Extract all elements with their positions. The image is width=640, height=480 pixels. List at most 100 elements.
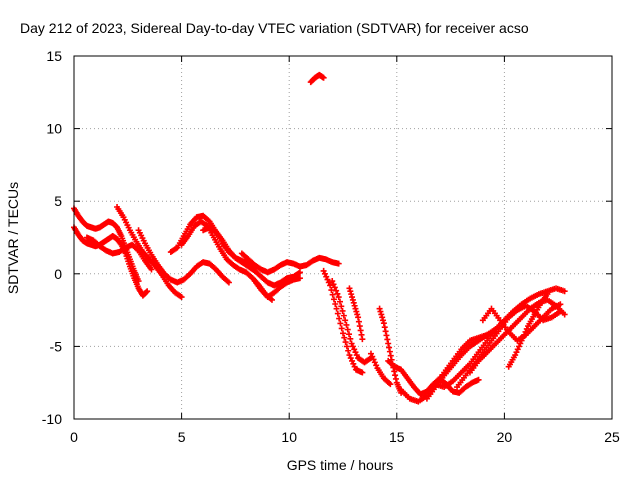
x-tick-label: 25 xyxy=(604,429,620,445)
data-point xyxy=(386,348,393,355)
data-point xyxy=(359,336,366,343)
data-point xyxy=(392,375,399,382)
data-point xyxy=(380,320,387,327)
x-tick-label: 0 xyxy=(70,429,78,445)
data-point xyxy=(332,301,339,308)
data-point xyxy=(268,296,275,303)
x-tick-label: 15 xyxy=(389,429,405,445)
data-point xyxy=(178,294,185,301)
series-track-13 xyxy=(329,278,374,366)
data-point xyxy=(351,346,358,353)
data-point xyxy=(380,317,387,324)
data-point xyxy=(386,344,393,351)
series-track-24 xyxy=(505,291,551,370)
data-point xyxy=(351,302,358,309)
y-tick-label: 10 xyxy=(46,121,62,137)
tick-labels: 0 5 10 15 20 25 -10 -5 0 5 10 15 xyxy=(42,48,620,445)
series-track-09 xyxy=(238,250,342,276)
data-point xyxy=(296,269,303,276)
data-point xyxy=(387,381,394,388)
data-point xyxy=(381,324,388,331)
series-track-12 xyxy=(320,267,366,376)
data-point xyxy=(347,355,354,362)
x-tick-label: 5 xyxy=(178,429,186,445)
data-point xyxy=(371,359,378,366)
data-point xyxy=(330,296,337,303)
data-point xyxy=(349,296,356,303)
data-point xyxy=(353,308,360,315)
data-point xyxy=(296,275,303,282)
data-point xyxy=(544,291,551,298)
x-axis-label: GPS time / hours xyxy=(287,457,394,473)
data-point xyxy=(387,352,394,359)
data-point xyxy=(334,310,341,317)
data-point xyxy=(330,281,337,288)
data-point xyxy=(382,328,389,335)
y-tick-label: 15 xyxy=(46,48,62,64)
series-track-16 xyxy=(367,350,394,388)
data-point xyxy=(350,299,357,306)
data-point xyxy=(517,340,524,347)
data-point xyxy=(320,74,327,81)
data-point xyxy=(342,317,349,324)
data-point xyxy=(392,372,399,379)
axis-ticks xyxy=(73,55,613,420)
data-point xyxy=(335,294,342,301)
data-point xyxy=(343,343,350,350)
data-point xyxy=(367,350,374,357)
data-point xyxy=(346,331,353,338)
data-point xyxy=(333,287,340,294)
data-points xyxy=(71,71,568,405)
data-point xyxy=(346,285,353,292)
data-point xyxy=(557,301,564,308)
data-point xyxy=(352,305,359,312)
data-point xyxy=(350,360,357,367)
series-track-03 xyxy=(83,234,155,273)
series-track-14 xyxy=(346,285,366,343)
data-point xyxy=(338,303,345,310)
data-point xyxy=(355,314,362,321)
data-point xyxy=(333,305,340,312)
data-point xyxy=(327,282,334,289)
data-point xyxy=(329,291,336,298)
data-point xyxy=(347,288,354,295)
data-point xyxy=(338,325,345,332)
data-point xyxy=(331,284,338,291)
data-point xyxy=(336,298,343,305)
data-point xyxy=(378,311,385,318)
data-point xyxy=(475,376,482,383)
data-point xyxy=(561,288,568,295)
y-tick-label: -10 xyxy=(42,411,62,427)
grid xyxy=(74,56,612,419)
data-point xyxy=(335,260,342,267)
data-point xyxy=(144,288,151,295)
data-point xyxy=(339,307,346,314)
data-point xyxy=(516,343,523,350)
data-point xyxy=(345,347,352,354)
data-point xyxy=(383,332,390,339)
data-point xyxy=(376,305,383,312)
data-point xyxy=(352,349,359,356)
data-point xyxy=(344,326,351,333)
data-point xyxy=(337,320,344,327)
data-point xyxy=(359,369,366,376)
data-point xyxy=(384,336,391,343)
data-point xyxy=(348,340,355,347)
series-track-11 xyxy=(307,71,327,86)
data-point xyxy=(143,289,150,296)
y-tick-label: 0 xyxy=(54,266,62,282)
x-tick-label: 20 xyxy=(497,429,513,445)
y-tick-label: -5 xyxy=(50,338,63,354)
data-point xyxy=(513,349,520,356)
data-point xyxy=(343,321,350,328)
series-track-05 xyxy=(135,227,232,286)
data-point xyxy=(323,273,330,280)
data-point xyxy=(349,343,356,350)
data-point xyxy=(514,346,521,353)
data-point xyxy=(341,334,348,341)
data-point xyxy=(342,339,349,346)
data-point xyxy=(340,312,347,319)
series-track-10 xyxy=(251,275,303,301)
data-point xyxy=(349,294,356,301)
